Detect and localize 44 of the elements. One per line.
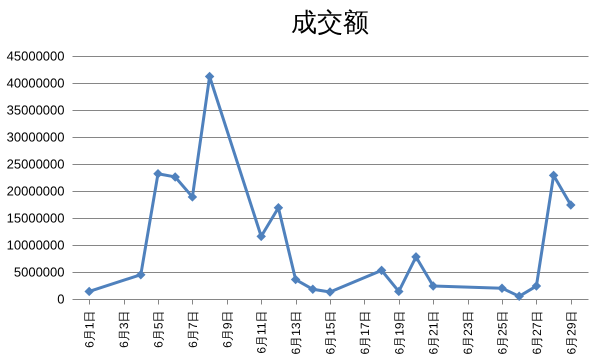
- y-tick-label: 5000000: [14, 264, 64, 280]
- point: [274, 202, 284, 212]
- x-tick-label: 6月23日: [461, 310, 476, 355]
- y-tick-label: 35000000: [6, 102, 64, 118]
- x-tick-label: 6月27日: [530, 310, 544, 355]
- chart-title: 成交额: [291, 7, 369, 37]
- y-tick-label: 25000000: [6, 156, 64, 172]
- x-tick-label: 6月11日: [254, 310, 269, 354]
- y-tick-label: 0: [57, 292, 64, 306]
- x-tick-label: 6月3日: [117, 310, 132, 348]
- x-tick-label: 6月21日: [426, 310, 441, 355]
- point: [566, 200, 576, 210]
- point: [325, 287, 335, 297]
- x-tick-label: 6月29日: [564, 310, 578, 355]
- y-tick-label: 30000000: [6, 130, 64, 144]
- x-tick-label: 6月7日: [186, 310, 200, 348]
- point: [514, 292, 524, 302]
- point: [136, 270, 146, 280]
- y-tick-label: 45000000: [6, 48, 64, 64]
- point: [170, 172, 180, 182]
- x-tick-label: 6月17日: [358, 310, 372, 355]
- y-tick-label: 10000000: [6, 238, 64, 252]
- x-tick-label: 6月5日: [152, 310, 166, 348]
- point: [84, 286, 94, 296]
- x-tick-label: 6月1日: [82, 310, 97, 348]
- point: [532, 281, 542, 291]
- point: [497, 283, 507, 293]
- x-tick-label: 6月15日: [324, 310, 338, 355]
- y-tick-label: 20000000: [6, 184, 64, 198]
- point: [428, 281, 438, 291]
- point: [153, 168, 163, 178]
- x-tick-label: 6月25日: [496, 310, 510, 355]
- point: [188, 192, 198, 202]
- x-tick-label: 6月13日: [289, 310, 304, 355]
- y-tick-label: 15000000: [6, 210, 64, 226]
- point: [308, 284, 318, 294]
- point: [376, 266, 386, 276]
- point: [290, 274, 300, 284]
- x-tick-label: 6月19日: [392, 310, 406, 355]
- x-tick-label: 6月9日: [220, 310, 234, 348]
- point: [411, 252, 421, 262]
- point: [256, 232, 266, 242]
- y-tick-label: 40000000: [6, 76, 64, 90]
- point: [394, 286, 404, 296]
